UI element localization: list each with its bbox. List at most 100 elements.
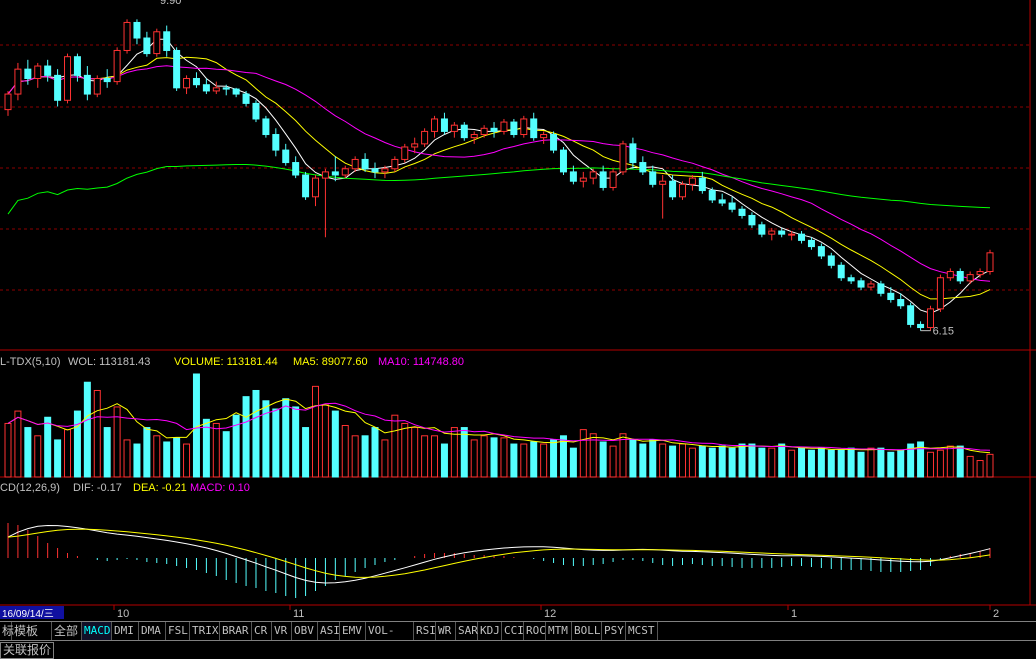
volume-bar bbox=[976, 460, 984, 478]
volume-header-3: MA5: 89077.60 bbox=[293, 356, 368, 368]
bottom-bar: 关联报价 bbox=[0, 640, 1036, 659]
candle-body bbox=[807, 239, 815, 248]
volume-bar bbox=[272, 408, 280, 478]
tab-emv[interactable]: EMV bbox=[340, 622, 366, 640]
tab-mcst[interactable]: MCST bbox=[626, 622, 658, 640]
candle-body bbox=[252, 102, 260, 120]
tab-brar[interactable]: BRAR bbox=[220, 622, 252, 640]
candle-body bbox=[202, 84, 210, 92]
volume-bar bbox=[93, 389, 101, 478]
volume-bar bbox=[917, 441, 925, 478]
candle-body bbox=[688, 177, 696, 185]
volume-bar bbox=[202, 418, 210, 478]
tab-模板[interactable]: 模板 bbox=[12, 622, 52, 640]
date-label: 16/09/14/三 bbox=[2, 609, 54, 620]
tab-vol-tdx[interactable]: VOL-TDX bbox=[366, 622, 414, 655]
tab-标[interactable]: 标 bbox=[2, 622, 15, 640]
candle-body bbox=[272, 134, 280, 151]
candle-body bbox=[550, 134, 558, 151]
candle-body bbox=[262, 118, 270, 136]
tab-vr[interactable]: VR bbox=[272, 622, 292, 640]
candle-body bbox=[192, 77, 200, 86]
tab-macd[interactable]: MACD bbox=[82, 622, 112, 640]
linked-quote-button[interactable]: 关联报价 bbox=[0, 642, 55, 659]
tab-全部[interactable]: 全部 bbox=[52, 622, 82, 640]
volume-bar bbox=[222, 431, 230, 478]
tab-cr[interactable]: CR bbox=[252, 622, 272, 640]
candle-body bbox=[867, 283, 875, 288]
candle-body bbox=[510, 121, 518, 136]
volume-bar bbox=[242, 396, 250, 478]
tab-kdj[interactable]: KDJ bbox=[478, 622, 502, 640]
tab-obv[interactable]: OBV bbox=[292, 622, 318, 640]
volume-bar bbox=[966, 455, 974, 478]
candle-body bbox=[440, 118, 448, 132]
x-tick-label-12: 12 bbox=[544, 608, 556, 620]
volume-bar bbox=[857, 451, 865, 478]
volume-bar bbox=[183, 443, 191, 478]
tab-psy[interactable]: PSY bbox=[602, 622, 626, 640]
candle-body bbox=[302, 174, 310, 198]
volume-bar bbox=[103, 427, 111, 478]
candle-body bbox=[341, 168, 349, 176]
volume-bar bbox=[133, 443, 141, 478]
candle-body bbox=[649, 171, 657, 185]
volume-bar bbox=[926, 451, 934, 478]
candle-body bbox=[292, 162, 300, 176]
volume-bar bbox=[361, 435, 369, 478]
tab-dma[interactable]: DMA bbox=[139, 622, 166, 640]
candle-body bbox=[966, 274, 974, 282]
volume-bar bbox=[421, 435, 429, 478]
candle-body bbox=[183, 77, 191, 89]
tab-rsi[interactable]: RSI bbox=[414, 622, 436, 640]
volume-bar bbox=[4, 422, 12, 478]
volume-bar bbox=[54, 439, 62, 478]
ma-line-ma5 bbox=[7, 38, 991, 314]
candle-body bbox=[44, 65, 52, 76]
volume-bar bbox=[629, 439, 637, 478]
candle-body bbox=[460, 124, 468, 139]
volume-bar bbox=[500, 437, 508, 478]
x-tick-label-1: 1 bbox=[791, 608, 797, 620]
tab-sar[interactable]: SAR bbox=[456, 622, 478, 640]
volume-bar bbox=[212, 422, 220, 478]
tab-mtm[interactable]: MTM bbox=[546, 622, 572, 640]
candle-body bbox=[698, 177, 706, 192]
volume-bar bbox=[24, 427, 32, 478]
tab-cci[interactable]: CCI bbox=[502, 622, 524, 640]
volume-bar bbox=[431, 435, 439, 478]
volume-bar bbox=[688, 447, 696, 478]
tab-dmi[interactable]: DMI bbox=[112, 622, 139, 640]
volume-bar bbox=[798, 447, 806, 478]
candle-body bbox=[143, 37, 151, 55]
volume-bar bbox=[113, 406, 121, 478]
candle-body bbox=[897, 299, 905, 307]
tab-asi[interactable]: ASI bbox=[318, 622, 340, 640]
volume-bar bbox=[807, 449, 815, 478]
volume-bar bbox=[788, 449, 796, 478]
volume-bar bbox=[64, 429, 72, 478]
candle-body bbox=[569, 171, 577, 182]
candle-body bbox=[877, 283, 885, 294]
candle-body bbox=[956, 271, 964, 282]
candle-body bbox=[371, 168, 379, 173]
candle-body bbox=[926, 308, 934, 329]
tab-trix[interactable]: TRIX bbox=[190, 622, 220, 640]
tab-fsl[interactable]: FSL bbox=[166, 622, 190, 640]
tab-wr[interactable]: WR bbox=[436, 622, 456, 640]
volume-bar bbox=[659, 443, 667, 478]
candle-body bbox=[520, 118, 528, 136]
volume-bar bbox=[609, 445, 617, 478]
volume-bar bbox=[331, 410, 339, 478]
candle-body bbox=[500, 121, 508, 132]
stock-chart[interactable]: 6.15 9.90 L-TDX(5,10) WOL: 113181.43 VOLUME:… bbox=[0, 0, 1036, 620]
volume-header-0: L-TDX(5,10) bbox=[0, 356, 61, 368]
tab-roc[interactable]: ROC bbox=[524, 622, 546, 640]
volume-bar bbox=[14, 410, 22, 478]
candle-body bbox=[946, 271, 954, 279]
volume-bar bbox=[639, 443, 647, 478]
candle-body bbox=[173, 49, 181, 89]
volume-bar bbox=[936, 449, 944, 478]
tab-boll[interactable]: BOLL bbox=[572, 622, 602, 640]
volume-bar bbox=[480, 435, 488, 478]
